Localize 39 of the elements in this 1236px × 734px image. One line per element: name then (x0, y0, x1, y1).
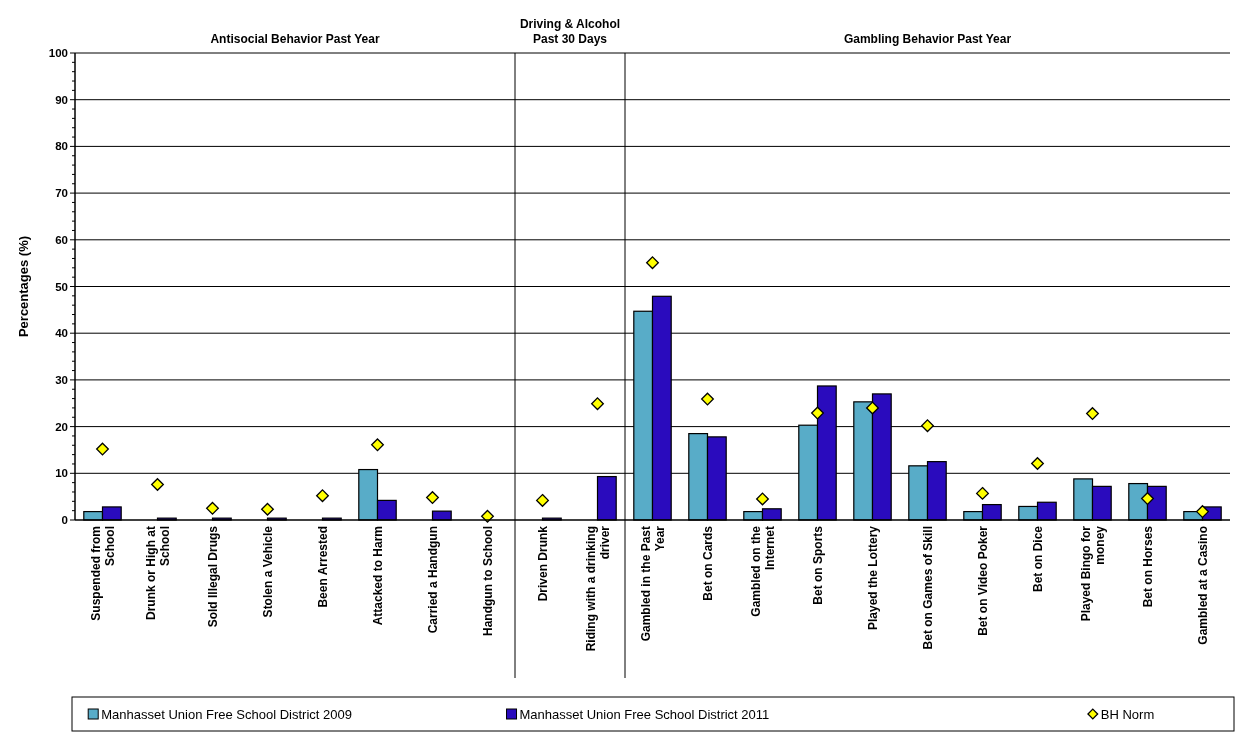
y-tick-label: 50 (55, 280, 68, 293)
text: Antisocial Behavior Past Year (210, 32, 380, 46)
legend-label: BH Norm (1100, 706, 1155, 722)
x-tick-label: Sold Illegal Drugs (205, 525, 220, 628)
y-tick-label: 30 (55, 373, 68, 386)
legend-label: Manhasset Union Free School District 2011 (519, 706, 770, 722)
y-tick-label: 90 (55, 93, 68, 106)
y-tick-label: 80 (55, 140, 68, 153)
x-tick-label: Driven Drunk (535, 525, 550, 602)
x-tick-label: Bet on Horses (1140, 525, 1155, 608)
x-tick-label: Drunk or High at School (143, 526, 172, 621)
text: Driving & Alcohol Past 30 Days (519, 17, 621, 46)
x-tick-label: Attacked to Harm (370, 526, 385, 626)
x-tick-label: Bet on Sports (810, 525, 825, 605)
y-tick-label: 60 (55, 233, 68, 246)
y-tick-label: 40 (55, 327, 68, 340)
x-tick-label: Gambled at a Casino (1195, 526, 1210, 645)
y-axis-title: Percentages (%) (16, 235, 31, 338)
x-tick-label: Bet on Games of Skill (920, 526, 935, 650)
y-tick-label: 100 (48, 47, 68, 60)
x-tick-label: Carried a Handgun (425, 526, 440, 634)
x-tick-label: Handgun to School (480, 526, 495, 636)
x-tick-label: Suspended from School (88, 526, 117, 621)
y-tick-label: 10 (55, 467, 68, 480)
y-tick-label: 20 (55, 420, 68, 433)
x-tick-label: Stolen a Vehicle (260, 525, 275, 618)
x-tick-label: Bet on Cards (700, 525, 715, 601)
x-tick-label: Gambled in the Past Year (638, 525, 667, 642)
x-tick-label: Bet on Dice (1030, 525, 1045, 593)
y-tick-label: 0 (61, 514, 68, 527)
x-tick-label: Gambled on the Internet (748, 525, 777, 617)
x-tick-label: Riding with a drinking driver (583, 525, 612, 652)
y-tick-label: 70 (55, 187, 68, 200)
x-tick-label: Played the Lottery (865, 525, 880, 631)
legend-label: Manhasset Union Free School District 2009 (101, 706, 352, 722)
x-tick-label: Been Arrested (315, 526, 330, 608)
x-tick-label: Bet on Video Poker (975, 525, 990, 636)
x-tick-label: Played Bingo for money (1078, 525, 1107, 622)
text: Gambling Behavior Past Year (843, 32, 1012, 46)
